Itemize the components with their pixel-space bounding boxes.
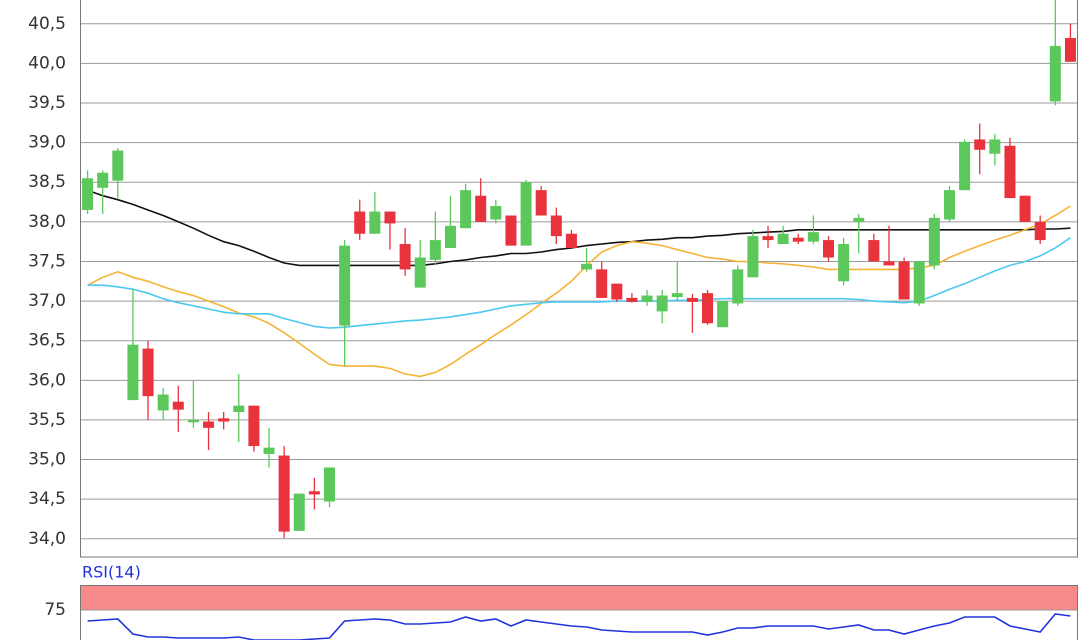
candle-body [838, 244, 850, 282]
candle-body [1064, 38, 1076, 62]
y-tick-label: 37,5 [28, 251, 66, 271]
candle-body [596, 269, 608, 298]
y-tick-label: 40,0 [28, 53, 66, 73]
tick-labels: 34,0 34,5 35,0 35,5 36,0 36,5 37,0 37,5 38,0 38,5… [28, 14, 66, 620]
candle-body [656, 295, 668, 312]
candle-body [792, 237, 804, 242]
y-tick-label: 35,5 [28, 410, 66, 430]
y-tick-label: 34,5 [28, 489, 66, 509]
rsi-panel [80, 585, 1078, 640]
candle-body [384, 211, 396, 224]
candle-body [565, 233, 577, 248]
candle-body [611, 283, 623, 300]
candle-body [853, 217, 865, 222]
candle-body [475, 195, 487, 222]
y-tick-label: 37,0 [28, 291, 66, 311]
candle-body [218, 418, 230, 422]
candle-body [172, 401, 184, 410]
y-tick-label: 36,0 [28, 370, 66, 390]
y-tick-label: 39,0 [28, 133, 66, 153]
y-tick-label: 36,5 [28, 331, 66, 351]
candle-body [928, 217, 940, 266]
candle-body [913, 261, 925, 304]
candle-body [112, 150, 124, 181]
candle-body [263, 447, 275, 454]
candle-body [157, 394, 169, 411]
candle-body [807, 232, 819, 242]
candle-body [732, 269, 744, 304]
candle-body [429, 240, 441, 260]
candle-body [142, 348, 154, 397]
candle-body [581, 263, 593, 270]
candle-body [868, 240, 880, 262]
candle-body [777, 233, 789, 245]
candle-body [414, 257, 426, 288]
y-tick-label: 38,0 [28, 212, 66, 232]
moving-average [87, 237, 1071, 329]
candle-body [278, 455, 290, 532]
candle-body [1049, 45, 1061, 102]
candle-body [339, 245, 351, 326]
y-tick-label: 34,0 [28, 529, 66, 549]
candle-body [686, 297, 698, 302]
y-tick-label: 35,0 [28, 450, 66, 470]
candle-body [671, 293, 683, 298]
candle-body [233, 405, 245, 413]
candle-body [1034, 221, 1046, 241]
y-tick-label: 40,5 [28, 14, 66, 34]
moving-average [87, 189, 1071, 267]
candle-body [354, 211, 366, 234]
candle-body [626, 297, 638, 302]
price-panel [80, 0, 1078, 540]
price-frame [80, 0, 1078, 558]
candle-body [898, 261, 910, 300]
candle-body [187, 419, 199, 423]
candle-body [959, 141, 971, 191]
candle-body [308, 491, 320, 495]
candle-body [203, 421, 215, 428]
candle-body [505, 215, 517, 246]
candle-body [127, 344, 139, 401]
candle-body [324, 467, 335, 502]
candle-body [82, 178, 94, 210]
candle-body [1004, 145, 1016, 199]
candle-body [641, 295, 653, 302]
candle-body [943, 190, 955, 220]
overbought-band [80, 585, 1078, 611]
rsi-frame [80, 585, 1078, 640]
candle-body [444, 225, 456, 248]
candle-body [293, 493, 305, 531]
candle-body [747, 236, 759, 278]
candle-body [989, 139, 1001, 154]
candle-body [490, 206, 502, 220]
candle-body [883, 261, 895, 266]
candle-body [369, 211, 381, 234]
candle-body [248, 405, 260, 447]
candle-body [702, 293, 714, 324]
candle-body [974, 139, 986, 150]
rsi-title: RSI(14) [82, 563, 141, 582]
y-tick-label: 38,5 [28, 172, 66, 192]
candle-body [1019, 195, 1031, 222]
candle-body [762, 236, 774, 241]
candle-body [399, 244, 411, 270]
candle-body [823, 240, 834, 258]
candle-body [550, 215, 562, 237]
candle-body [460, 190, 472, 229]
candle-body [535, 190, 547, 216]
y-tick-label: 39,5 [28, 93, 66, 113]
candle-body [97, 172, 109, 188]
y-tick-label: 75 [44, 600, 66, 620]
candle-body [717, 301, 729, 328]
candle-body [520, 182, 532, 246]
